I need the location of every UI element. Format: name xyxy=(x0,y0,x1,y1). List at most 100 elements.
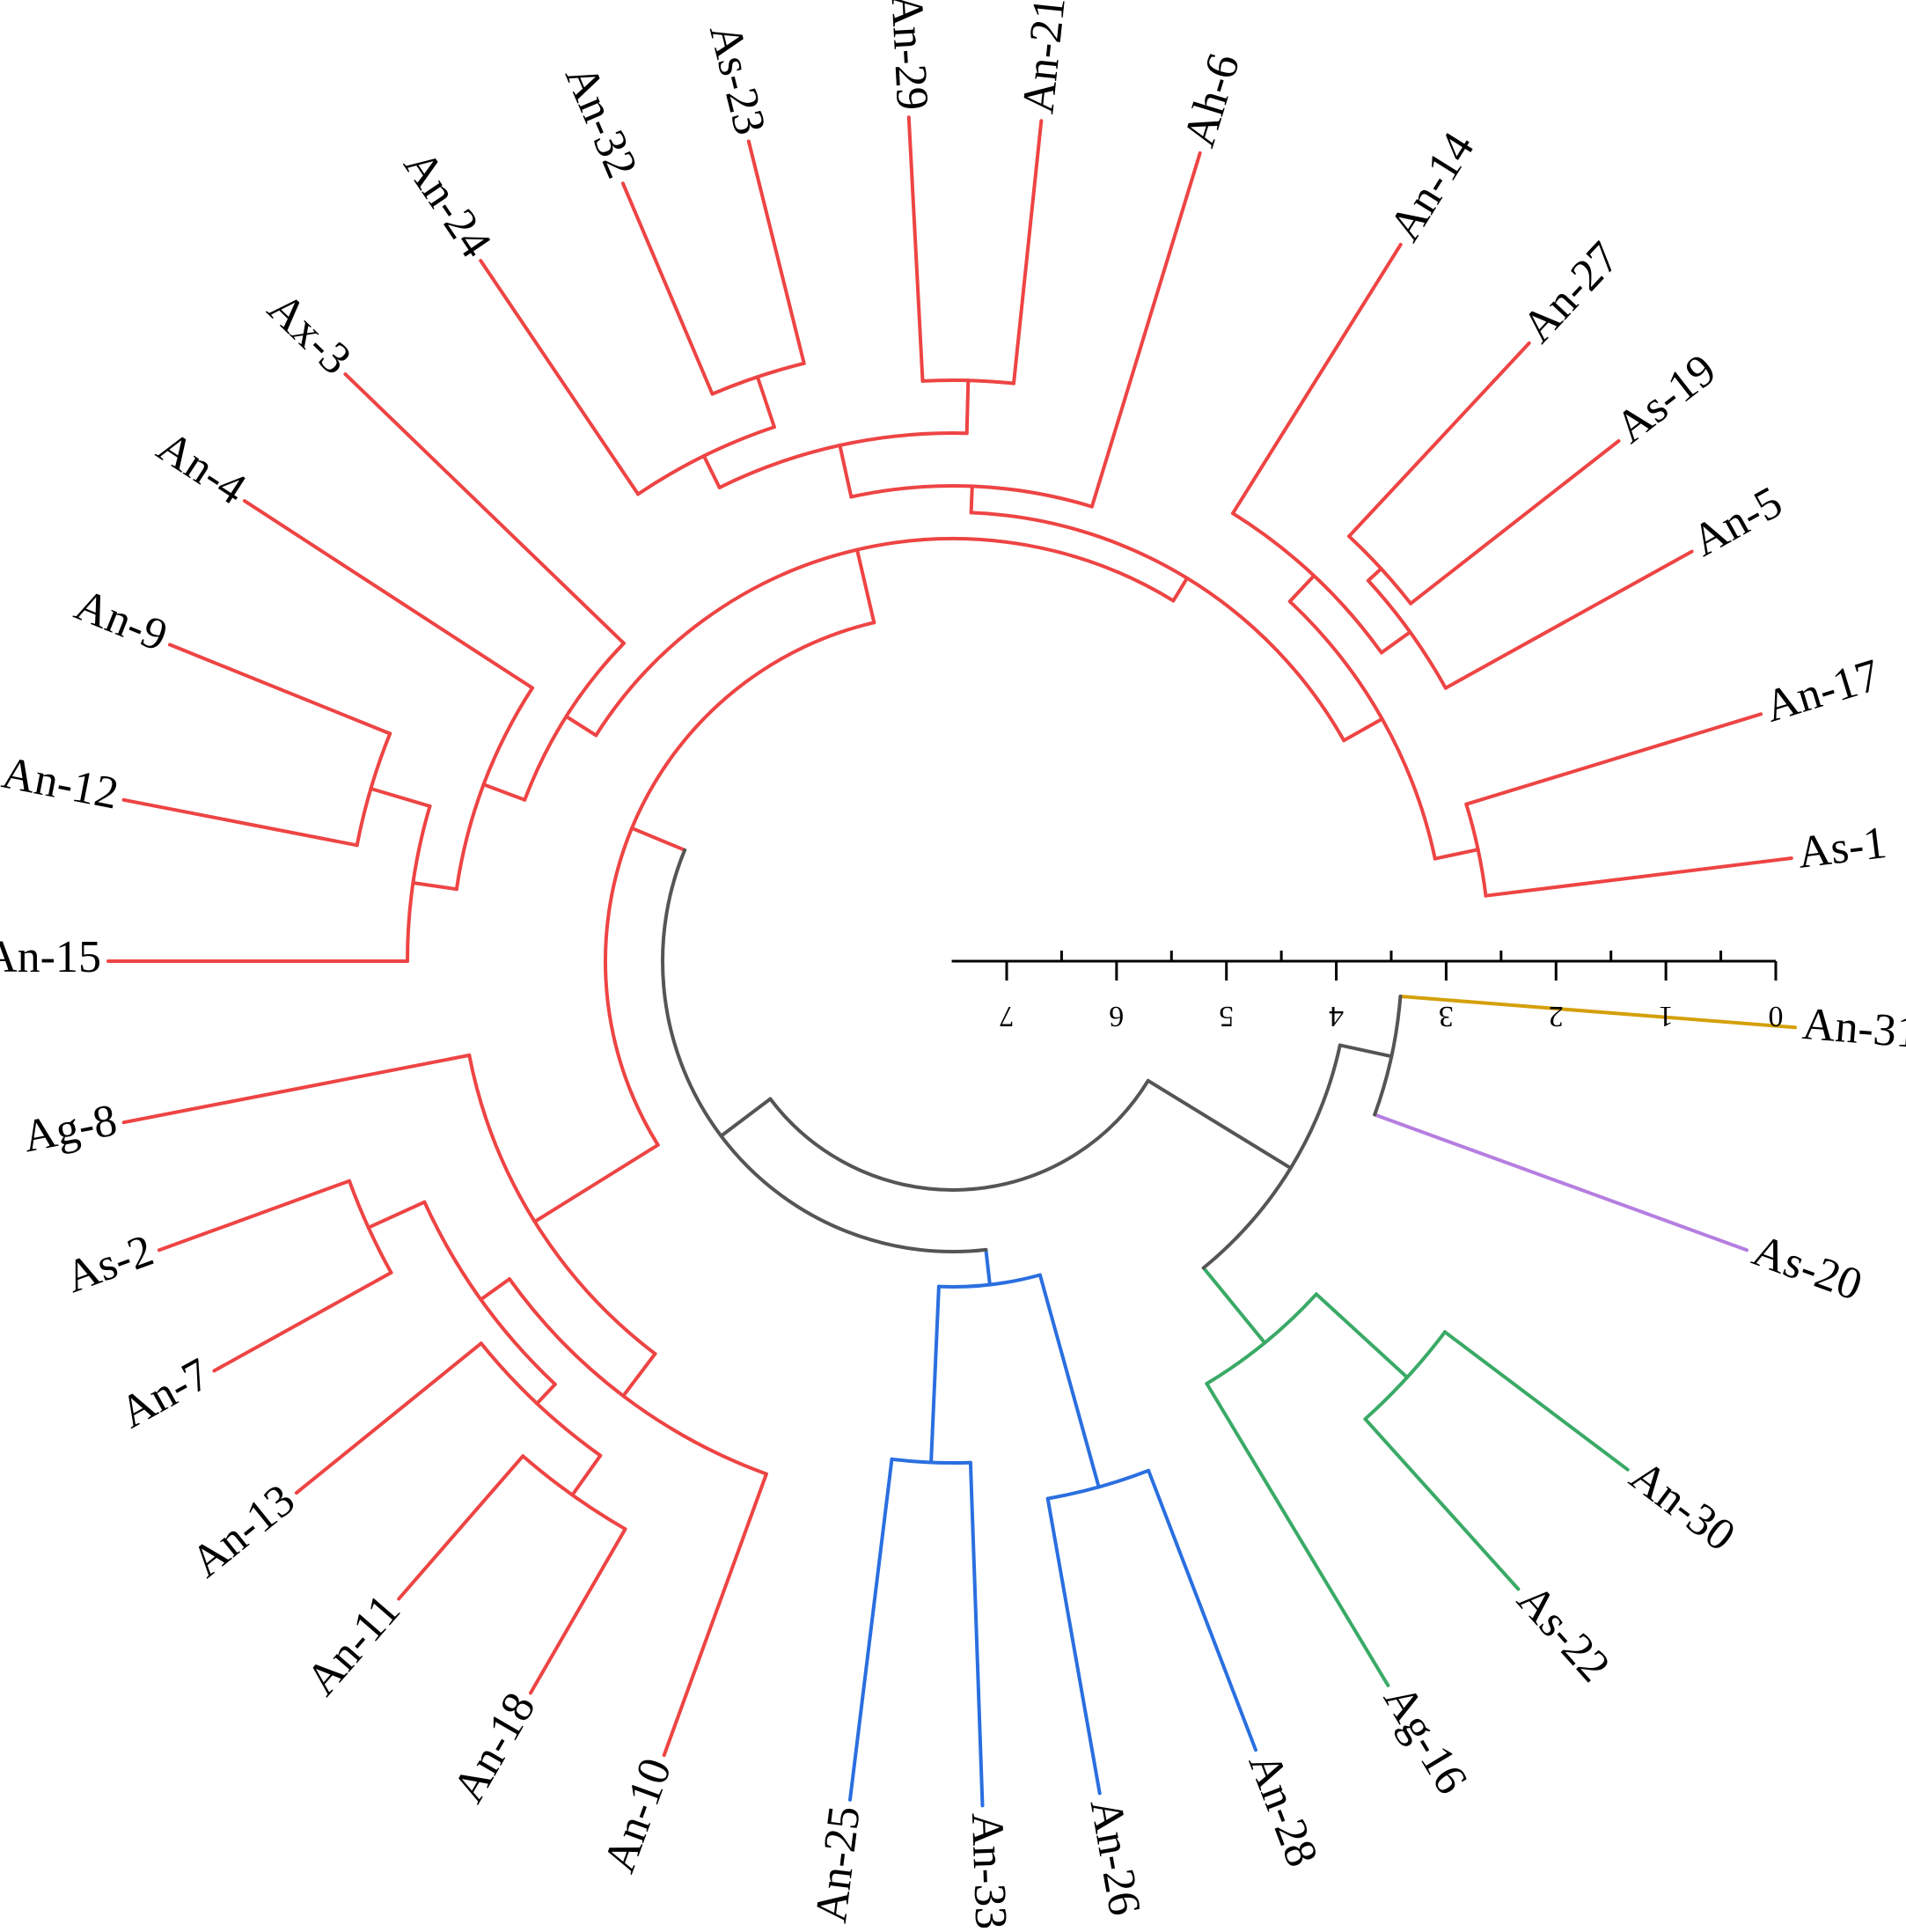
branch-rB xyxy=(969,484,974,515)
leaf-label-An-30: An-30 xyxy=(1621,1451,1744,1561)
scale-tick-label-0: 0 xyxy=(1769,1000,1784,1032)
leaf-branch-An-26 xyxy=(1045,1496,1102,1796)
leaf-label-An-5: An-5 xyxy=(1684,477,1791,567)
leaf-label-As-20: As-20 xyxy=(1746,1225,1868,1311)
branch-d2 xyxy=(366,1200,427,1230)
leaf-label-An-14: An-14 xyxy=(1380,124,1484,250)
leaf-label-An-31: An-31 xyxy=(1800,999,1906,1058)
scale-tick-label-7: 7 xyxy=(1000,1000,1015,1032)
leaf-branch-An-7 xyxy=(212,1270,393,1373)
leaf-label-An-27: An-27 xyxy=(1513,232,1629,352)
leaf-branch-An-27 xyxy=(1347,341,1531,539)
leaf-label-As-2: As-2 xyxy=(59,1225,160,1303)
branch-c3 xyxy=(369,787,432,808)
leaf-label-An-11: An-11 xyxy=(297,1585,410,1705)
branch-f1 xyxy=(1314,1292,1410,1379)
leaf-label-As-23: As-23 xyxy=(700,18,775,139)
leaf-label-As-22: As-22 xyxy=(1507,1575,1619,1692)
leaf-label-An-29: An-29 xyxy=(881,0,937,112)
leaf-label-An-15: An-15 xyxy=(0,932,101,982)
leaf-branch-An-14 xyxy=(1231,242,1403,516)
leaf-branch-Ag-8 xyxy=(121,1053,472,1125)
branch-rA xyxy=(1342,716,1384,743)
leaf-branch-An-30 xyxy=(1443,1330,1630,1472)
scale-tick-label-4: 4 xyxy=(1329,1000,1344,1032)
branch-c2 xyxy=(411,881,458,892)
scale-tick-label-2: 2 xyxy=(1549,1000,1564,1032)
branch-gray2 xyxy=(1146,1078,1293,1171)
leaf-branch-An-13 xyxy=(294,1341,483,1495)
leaf-branch-As-22 xyxy=(1363,1417,1521,1591)
leaf-branch-Ah-6 xyxy=(1089,151,1202,509)
branch-a1 xyxy=(1433,848,1480,861)
leaf-label-An-28: An-28 xyxy=(1239,1746,1328,1873)
branch-red xyxy=(630,826,687,852)
branch-d3 xyxy=(535,1382,557,1406)
leaf-branch-An-32 xyxy=(620,181,715,396)
branch-e1 xyxy=(929,1284,941,1465)
leaf-branch-Ax-3 xyxy=(343,372,626,645)
leaf-label-An-26: An-26 xyxy=(1081,1796,1150,1920)
scale-tick-label-6: 6 xyxy=(1109,1000,1124,1032)
leaf-label-An-24: An-24 xyxy=(394,142,502,267)
leaf-label-An-13: An-13 xyxy=(182,1475,304,1588)
branch-b13 xyxy=(755,375,776,430)
branch-r3 xyxy=(621,1352,657,1398)
leaf-branch-As-23 xyxy=(746,139,806,365)
leaf-branch-An-31 xyxy=(1398,995,1797,1030)
leaf-branch-An-4 xyxy=(242,499,534,690)
branch-r1a xyxy=(1171,576,1189,603)
leaf-branch-An-9 xyxy=(167,643,392,736)
leaf-branch-An-10 xyxy=(662,1472,768,1758)
leaf-label-Ax-3: Ax-3 xyxy=(258,283,360,385)
branch-r2 xyxy=(532,1142,660,1223)
leaf-label-An-4: An-4 xyxy=(149,422,255,515)
leaf-branch-As-2 xyxy=(157,1179,351,1252)
leaf-branch-An-11 xyxy=(397,1454,525,1601)
branch-r1b xyxy=(564,715,598,738)
branches xyxy=(106,115,1797,1808)
leaf-branch-An-17 xyxy=(1464,712,1763,806)
leaf-branch-An-33 xyxy=(968,1460,985,1808)
leaf-label-As-1: As-1 xyxy=(1795,818,1889,878)
leaf-branch-An-18 xyxy=(529,1527,627,1695)
arc-root xyxy=(768,1078,1150,1192)
leaf-label-An-12: An-12 xyxy=(0,747,122,819)
leaf-branch-As-19 xyxy=(1409,439,1621,606)
leaf-branch-An-25 xyxy=(848,1457,894,1802)
branch-a21 xyxy=(1379,630,1412,655)
leaf-label-An-18: An-18 xyxy=(444,1685,546,1811)
leaf-branch-An-21 xyxy=(1012,119,1044,386)
branch-d4 xyxy=(570,1453,603,1497)
branch-b1 xyxy=(838,443,854,499)
leaf-label-An-25: An-25 xyxy=(806,1803,870,1926)
leaf-branch-An-29 xyxy=(906,115,925,383)
leaf-label-Ag-8: Ag-8 xyxy=(19,1095,121,1162)
branch-a22 xyxy=(1366,567,1383,583)
scale-tick-label-5: 5 xyxy=(1219,1000,1234,1032)
leaf-label-Ag-16: Ag-16 xyxy=(1374,1677,1477,1803)
leaf-branch-As-1 xyxy=(1484,856,1793,898)
arc-red xyxy=(604,621,876,1147)
scale-tick-label-1: 1 xyxy=(1659,1000,1674,1032)
leaf-branch-Ag-16 xyxy=(1205,1382,1390,1687)
scale-tick-label-3: 3 xyxy=(1439,1000,1454,1032)
leaf-branch-An-24 xyxy=(479,259,641,496)
leaf-label-An-33: An-33 xyxy=(962,1811,1016,1928)
leaf-label-An-10: An-10 xyxy=(594,1752,681,1878)
branch-r1 xyxy=(855,547,876,625)
leaf-branch-An-28 xyxy=(1147,1468,1257,1752)
leaf-label-Ah-6: Ah-6 xyxy=(1174,48,1250,152)
arc-gray1 xyxy=(661,848,988,1253)
branch-gp xyxy=(1338,1043,1394,1059)
branch-gray1 xyxy=(719,1097,773,1138)
distance-scale-bar: 0 1 2 3 4 5 6 7 xyxy=(951,951,1784,1032)
branch-blue xyxy=(984,1247,992,1287)
branch-e2 xyxy=(1037,1273,1101,1489)
branch-c1 xyxy=(481,782,527,802)
leaf-label-An-21: An-21 xyxy=(1013,0,1075,116)
leaf-branch-An-5 xyxy=(1443,549,1694,690)
